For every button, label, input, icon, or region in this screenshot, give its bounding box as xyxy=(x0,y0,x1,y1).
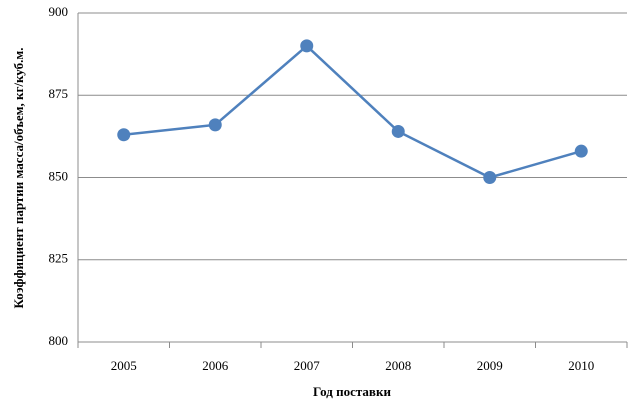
data-point xyxy=(300,39,314,53)
x-tick-label: 2007 xyxy=(294,358,321,373)
x-tick-label: 2009 xyxy=(477,358,503,373)
y-tick-label: 800 xyxy=(49,333,69,348)
y-tick-label: 825 xyxy=(49,251,69,266)
x-tick-label: 2008 xyxy=(385,358,411,373)
data-point xyxy=(208,118,222,132)
y-tick-label: 900 xyxy=(49,4,69,19)
data-point xyxy=(391,124,405,138)
x-axis-title: Год поставки xyxy=(313,384,391,399)
series-line xyxy=(123,44,582,179)
y-axis-title: Коэффициент партии масса/объем, кг/куб.м… xyxy=(11,48,26,309)
data-point xyxy=(483,171,497,184)
y-tick-label: 850 xyxy=(49,168,69,183)
x-tick-label: 2005 xyxy=(111,358,137,373)
y-tick-label: 875 xyxy=(49,86,69,101)
data-point xyxy=(574,144,588,158)
x-tick-label: 2006 xyxy=(202,358,229,373)
data-point xyxy=(117,128,131,142)
x-tick-label: 2010 xyxy=(568,358,594,373)
